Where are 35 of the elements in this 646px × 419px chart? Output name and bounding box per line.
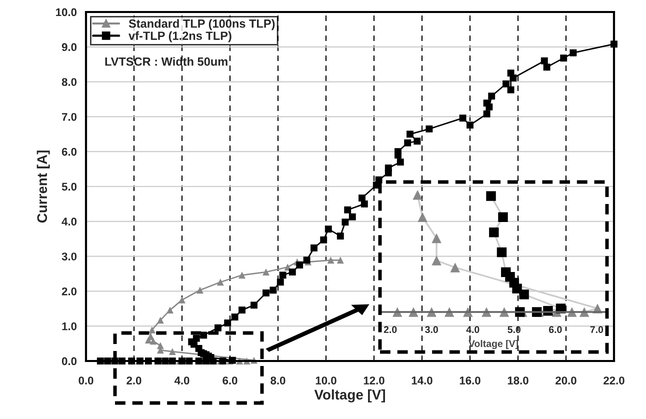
annotation: LVTSCR : Width 50um [105,57,228,66]
y-tick-label: 5.0 [62,182,77,191]
x-tick-label: 12.0 [364,376,384,384]
y-tick-label: 7.0 [62,112,77,121]
x-tick-label: 3.0 [425,326,438,334]
y-tick-label: 3.0 [62,252,77,260]
x-tick-label: 14.0 [412,376,432,384]
y-tick-label: 9.0 [62,43,77,52]
y-tick-label: 6.0 [62,148,77,156]
x-tick-label: 2.0 [384,326,397,334]
y-tick-label: 8.0 [62,78,77,86]
y-tick-label: 10.0 [56,8,77,16]
x-tick-label: 10.0 [316,376,336,384]
y-tick-label: 4.0 [62,218,77,226]
x-tick-label: 2.0 [126,376,142,384]
x-tick-label: 20.0 [556,376,576,384]
x-tick-label: 0.0 [78,376,94,384]
x-tick-label: 7.0 [590,326,604,334]
x-axis-title: Voltage [V] [468,340,518,350]
legend-label: Standard TLP (100ns TLP) [128,19,275,30]
x-tick-label: 22.0 [604,376,624,384]
x-tick-label: 18.0 [508,376,528,384]
y-axis-title: Current [A] [36,150,50,223]
x-tick-label: 16.0 [460,376,480,384]
legend-label: vf-TLP (1.2ns TLP) [128,31,232,42]
x-tick-label: 6.0 [222,376,238,384]
x-tick-label: 4.0 [174,376,190,384]
x-tick-label: 5.0 [508,326,520,334]
x-tick-label: 8.0 [270,376,286,384]
y-tick-label: 0.0 [62,357,77,366]
y-tick-label: 2.0 [62,287,77,296]
x-tick-label: 4.0 [466,326,480,334]
x-axis-title: Voltage [V] [314,389,385,402]
x-tick-label: 6.0 [549,326,562,334]
y-tick-label: 1.0 [62,322,77,330]
